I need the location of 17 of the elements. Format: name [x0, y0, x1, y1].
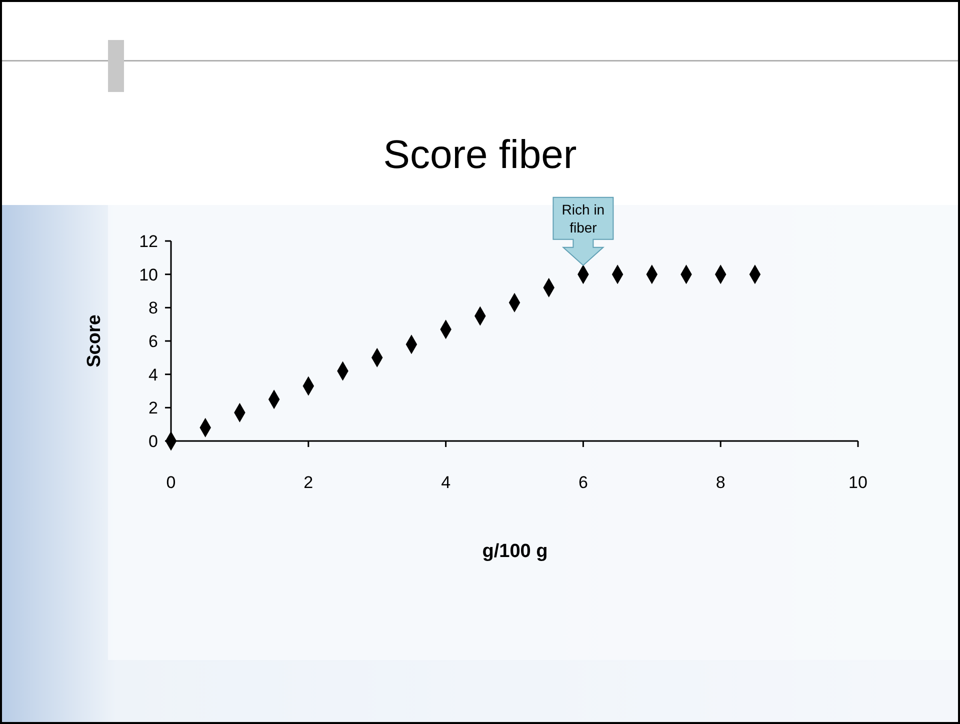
x-tick-label: 2 — [304, 473, 314, 492]
annotation: Rich in fiber — [562, 201, 605, 236]
x-tick-label: 6 — [578, 473, 588, 492]
y-tick-label: 10 — [139, 265, 158, 284]
x-axis-title: g/100 g — [482, 541, 548, 562]
y-tick-label: 2 — [148, 398, 158, 418]
y-tick-label: 6 — [148, 332, 158, 351]
y-axis-title: Score — [84, 314, 105, 368]
chart-title: Score fiber — [383, 133, 577, 177]
x-tick-label: 10 — [848, 473, 868, 492]
x-tick-label: 8 — [716, 473, 726, 492]
y-tick-label: 12 — [139, 232, 158, 251]
y-tick-label: 4 — [148, 365, 158, 384]
y-tick-label: 8 — [148, 298, 158, 318]
y-tick-label: 0 — [148, 432, 158, 451]
x-tick-label: 4 — [441, 473, 451, 492]
x-tick-label: 0 — [166, 473, 176, 492]
